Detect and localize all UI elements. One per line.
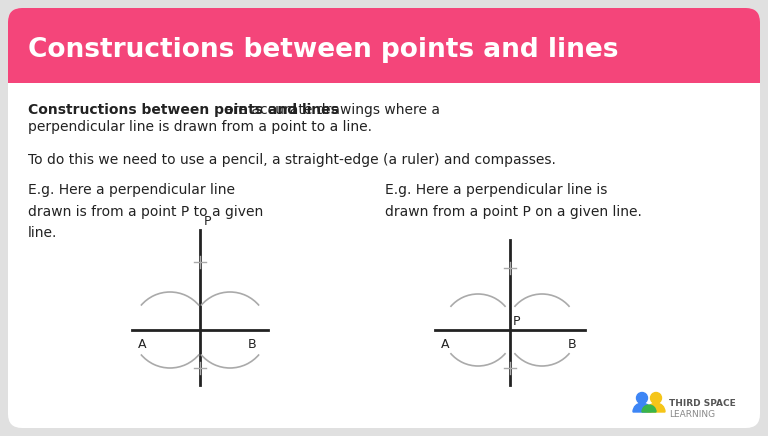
Circle shape <box>637 392 647 403</box>
Text: B: B <box>568 338 576 351</box>
Text: E.g. Here a perpendicular line
drawn is from a point P to a given
line.: E.g. Here a perpendicular line drawn is … <box>28 183 263 240</box>
Text: Constructions between points and lines: Constructions between points and lines <box>28 103 339 117</box>
Text: P: P <box>513 315 521 328</box>
Text: P: P <box>204 215 211 228</box>
Text: A: A <box>137 338 146 351</box>
FancyBboxPatch shape <box>8 8 760 83</box>
Text: are accurate drawings where a: are accurate drawings where a <box>220 103 440 117</box>
Text: LEARNING: LEARNING <box>669 409 715 419</box>
Wedge shape <box>647 403 665 412</box>
Text: B: B <box>248 338 257 351</box>
Text: E.g. Here a perpendicular line is
drawn from a point P on a given line.: E.g. Here a perpendicular line is drawn … <box>385 183 642 219</box>
Wedge shape <box>633 403 651 412</box>
Wedge shape <box>642 405 656 412</box>
Circle shape <box>650 392 661 403</box>
Text: THIRD SPACE: THIRD SPACE <box>669 399 736 408</box>
Text: To do this we need to use a pencil, a straight-edge (a ruler) and compasses.: To do this we need to use a pencil, a st… <box>28 153 556 167</box>
FancyBboxPatch shape <box>8 8 760 428</box>
Text: A: A <box>441 338 449 351</box>
Text: perpendicular line is drawn from a point to a line.: perpendicular line is drawn from a point… <box>28 120 372 134</box>
Bar <box>8 55 760 83</box>
Text: Constructions between points and lines: Constructions between points and lines <box>28 37 618 63</box>
